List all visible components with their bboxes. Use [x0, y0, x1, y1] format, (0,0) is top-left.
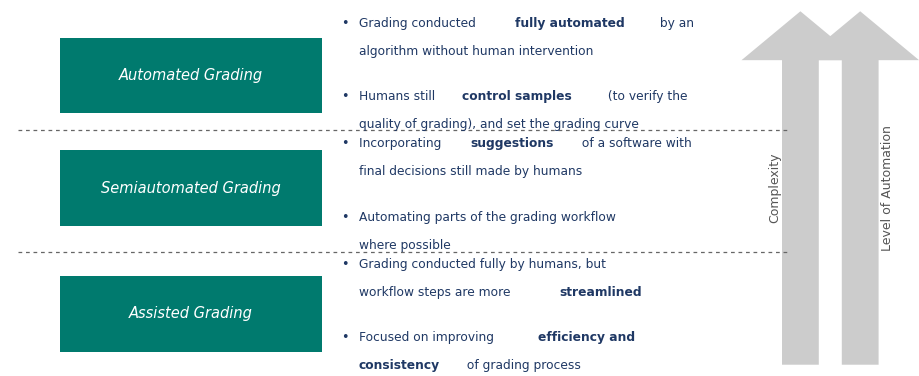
Bar — [60, 150, 322, 226]
Text: algorithm without human intervention: algorithm without human intervention — [358, 45, 593, 58]
Text: •: • — [341, 211, 348, 224]
Text: suggestions: suggestions — [470, 137, 553, 150]
Text: quality of grading), and set the grading curve: quality of grading), and set the grading… — [358, 118, 638, 132]
Text: •: • — [341, 331, 348, 344]
Bar — [60, 38, 322, 113]
Text: final decisions still made by humans: final decisions still made by humans — [358, 165, 582, 179]
Bar — [60, 276, 322, 352]
Text: streamlined: streamlined — [559, 286, 641, 299]
Text: •: • — [341, 17, 348, 30]
Text: Grading conducted: Grading conducted — [358, 17, 479, 30]
Text: control samples: control samples — [461, 90, 571, 103]
Polygon shape — [741, 11, 858, 365]
Text: consistency: consistency — [358, 359, 439, 372]
Text: •: • — [341, 90, 348, 103]
Text: Humans still: Humans still — [358, 90, 438, 103]
Text: fully automated: fully automated — [514, 17, 624, 30]
Text: Level of Automation: Level of Automation — [880, 125, 893, 251]
Text: efficiency and: efficiency and — [538, 331, 634, 344]
Text: Assisted Grading: Assisted Grading — [129, 306, 253, 321]
Text: where possible: where possible — [358, 239, 450, 252]
Text: •: • — [341, 258, 348, 271]
Text: Semiautomated Grading: Semiautomated Grading — [101, 180, 280, 196]
Text: workflow steps are more: workflow steps are more — [358, 286, 514, 299]
Text: Automated Grading: Automated Grading — [119, 68, 263, 83]
Text: Grading conducted fully by humans, but: Grading conducted fully by humans, but — [358, 258, 605, 271]
Text: Automating parts of the grading workflow: Automating parts of the grading workflow — [358, 211, 615, 224]
Polygon shape — [800, 11, 918, 365]
Text: •: • — [341, 137, 348, 150]
Text: of a software with: of a software with — [577, 137, 691, 150]
Text: of grading process: of grading process — [463, 359, 581, 372]
Text: Focused on improving: Focused on improving — [358, 331, 497, 344]
Text: Incorporating: Incorporating — [358, 137, 445, 150]
Text: Complexity: Complexity — [767, 153, 780, 223]
Text: by an: by an — [655, 17, 694, 30]
Text: (to verify the: (to verify the — [603, 90, 686, 103]
